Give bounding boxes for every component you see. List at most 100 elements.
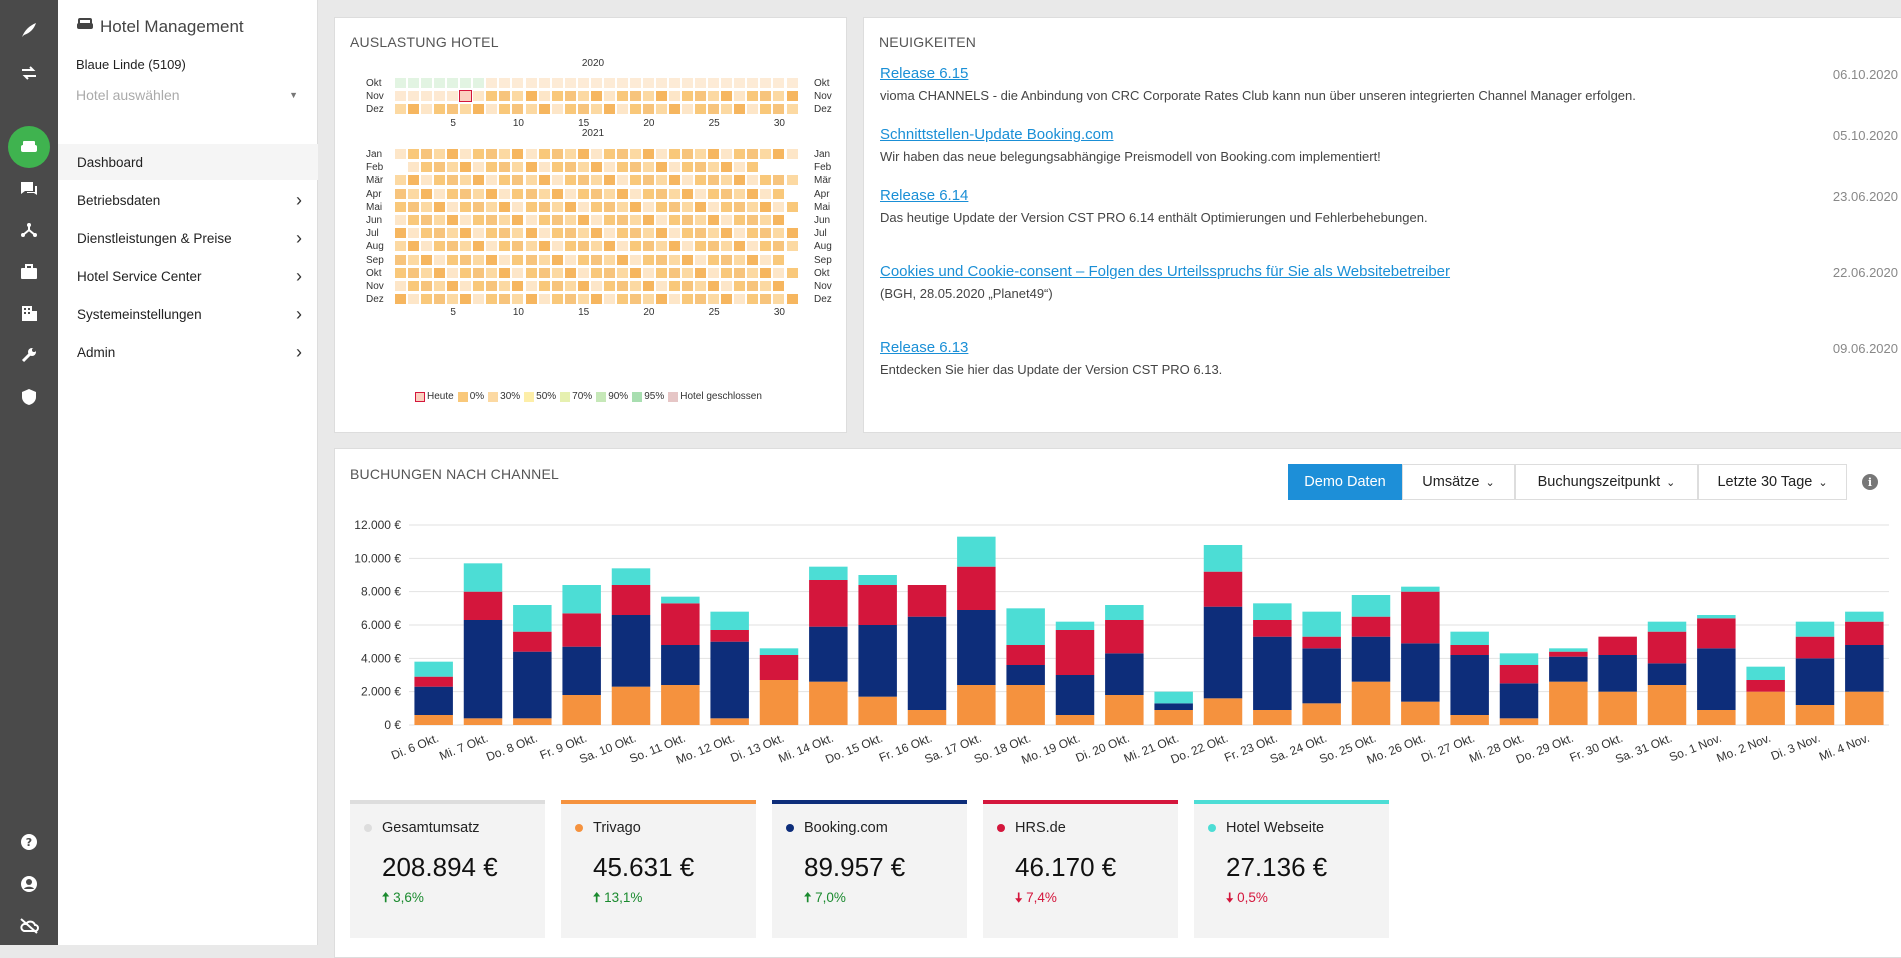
heatmap-cell[interactable] bbox=[421, 149, 433, 159]
heatmap-cell[interactable] bbox=[773, 215, 785, 225]
heatmap-cell[interactable] bbox=[629, 267, 641, 278]
heatmap-cell[interactable] bbox=[773, 294, 785, 305]
bar-hrs-de[interactable] bbox=[809, 580, 848, 627]
heatmap-cell[interactable] bbox=[434, 228, 446, 239]
heatmap-cell[interactable] bbox=[525, 104, 537, 114]
heatmap-cell[interactable] bbox=[721, 162, 733, 173]
heatmap-cell[interactable] bbox=[616, 162, 628, 173]
bar-booking-com[interactable] bbox=[858, 625, 897, 697]
heatmap-cell[interactable] bbox=[773, 175, 785, 186]
heatmap-cell[interactable] bbox=[408, 104, 420, 114]
heatmap-cell[interactable] bbox=[408, 254, 420, 265]
heatmap-cell[interactable] bbox=[603, 149, 615, 159]
heatmap-cell[interactable] bbox=[538, 104, 550, 114]
bar-hrs-de[interactable] bbox=[710, 630, 749, 642]
bar-trivago[interactable] bbox=[513, 718, 552, 725]
heatmap-cell[interactable] bbox=[434, 254, 446, 265]
heatmap-cell[interactable] bbox=[590, 175, 602, 186]
heatmap-cell[interactable] bbox=[447, 294, 459, 305]
bar-hrs-de[interactable] bbox=[907, 585, 947, 617]
heatmap-cell[interactable] bbox=[499, 215, 511, 225]
heatmap-cell[interactable] bbox=[525, 188, 537, 199]
heatmap-cell[interactable] bbox=[773, 228, 785, 239]
heatmap-cell[interactable] bbox=[447, 201, 459, 212]
heatmap-cell[interactable] bbox=[551, 149, 563, 159]
heatmap-cell[interactable] bbox=[747, 201, 759, 212]
heatmap-cell[interactable] bbox=[773, 104, 785, 114]
heatmap-cell[interactable] bbox=[734, 281, 746, 291]
heatmap-cell[interactable] bbox=[590, 188, 602, 199]
heatmap-cell[interactable] bbox=[695, 188, 707, 199]
heatmap-cell[interactable] bbox=[669, 281, 681, 291]
bar-booking-com[interactable] bbox=[1401, 643, 1440, 702]
heatmap-cell[interactable] bbox=[786, 149, 798, 159]
bar-trivago[interactable] bbox=[1351, 681, 1391, 725]
heatmap-cell[interactable] bbox=[447, 267, 459, 278]
heatmap-cell[interactable] bbox=[447, 281, 459, 291]
heatmap-cell[interactable] bbox=[564, 241, 576, 252]
heatmap-cell[interactable] bbox=[512, 162, 524, 173]
heatmap-cell[interactable] bbox=[460, 188, 472, 199]
heatmap-cell[interactable] bbox=[669, 267, 681, 278]
heatmap-cell[interactable] bbox=[616, 215, 628, 225]
heatmap-cell[interactable] bbox=[786, 78, 798, 88]
heatmap-cell[interactable] bbox=[460, 149, 472, 159]
heatmap-cell[interactable] bbox=[695, 78, 707, 88]
bar-trivago[interactable] bbox=[1499, 718, 1539, 725]
heatmap-cell[interactable] bbox=[656, 201, 667, 212]
heatmap-cell[interactable] bbox=[760, 281, 772, 291]
heatmap-cell[interactable] bbox=[760, 201, 772, 212]
heatmap-cell[interactable] bbox=[486, 162, 498, 173]
bar-hotel-webseite[interactable] bbox=[710, 611, 749, 630]
heatmap-cell[interactable] bbox=[629, 201, 641, 212]
heatmap-cell[interactable] bbox=[590, 241, 602, 252]
heatmap-cell[interactable] bbox=[590, 104, 602, 114]
heatmap-cell[interactable] bbox=[786, 201, 798, 212]
heatmap-cell[interactable] bbox=[395, 201, 406, 212]
bar-hrs-de[interactable] bbox=[1006, 645, 1045, 665]
heatmap-cell[interactable] bbox=[747, 241, 759, 252]
bar-booking-com[interactable] bbox=[1450, 655, 1489, 715]
heatmap-cell[interactable] bbox=[499, 188, 511, 199]
heatmap-cell[interactable] bbox=[786, 294, 798, 305]
heatmap-cell[interactable] bbox=[486, 228, 498, 239]
heatmap-cell[interactable] bbox=[642, 162, 654, 173]
heatmap-cell[interactable] bbox=[551, 188, 563, 199]
heatmap-cell[interactable] bbox=[734, 188, 746, 199]
heatmap-cell[interactable] bbox=[603, 162, 615, 173]
bar-hrs-de[interactable] bbox=[611, 585, 651, 615]
heatmap-cell[interactable] bbox=[760, 162, 771, 172]
heatmap-cell[interactable] bbox=[395, 175, 406, 186]
heatmap-cell[interactable] bbox=[773, 162, 784, 172]
bar-booking-com[interactable] bbox=[809, 626, 848, 682]
heatmap-cell[interactable] bbox=[512, 228, 524, 239]
bar-trivago[interactable] bbox=[907, 710, 947, 725]
heatmap-cell[interactable] bbox=[551, 104, 563, 114]
swap-icon[interactable] bbox=[0, 56, 58, 90]
heatmap-cell[interactable] bbox=[682, 78, 694, 88]
bar-hotel-webseite[interactable] bbox=[513, 605, 552, 632]
heatmap-cell[interactable] bbox=[708, 104, 720, 114]
heatmap-cell[interactable] bbox=[590, 201, 602, 212]
hotel-select[interactable]: Hotel auswählen ▼ bbox=[76, 87, 298, 103]
heatmap-cell[interactable] bbox=[499, 228, 511, 239]
heatmap-cell[interactable] bbox=[642, 228, 654, 239]
heatmap-cell[interactable] bbox=[473, 267, 485, 278]
heatmap-cell[interactable] bbox=[695, 104, 707, 114]
heatmap-cell[interactable] bbox=[486, 149, 498, 159]
bar-hrs-de[interactable] bbox=[1549, 651, 1588, 657]
news-link[interactable]: Schnittstellen-Update Booking.com bbox=[880, 126, 1114, 143]
nav-item-hotel-service-center[interactable]: Hotel Service Center › bbox=[58, 258, 318, 294]
heatmap-cell[interactable] bbox=[395, 281, 406, 291]
heatmap-cell[interactable] bbox=[695, 294, 707, 305]
heatmap-cell[interactable] bbox=[564, 294, 576, 305]
heatmap-cell[interactable] bbox=[747, 215, 759, 225]
help-icon[interactable]: ? bbox=[0, 825, 58, 859]
bar-hrs-de[interactable] bbox=[1401, 591, 1440, 644]
heatmap-cell[interactable] bbox=[564, 175, 576, 186]
time-dropdown[interactable]: Buchungszeitpunkt ⌄ bbox=[1515, 464, 1698, 500]
heatmap-cell[interactable] bbox=[499, 175, 511, 186]
heatmap-cell[interactable] bbox=[734, 149, 746, 159]
heatmap-cell[interactable] bbox=[721, 175, 733, 186]
heatmap-cell[interactable] bbox=[512, 201, 524, 212]
